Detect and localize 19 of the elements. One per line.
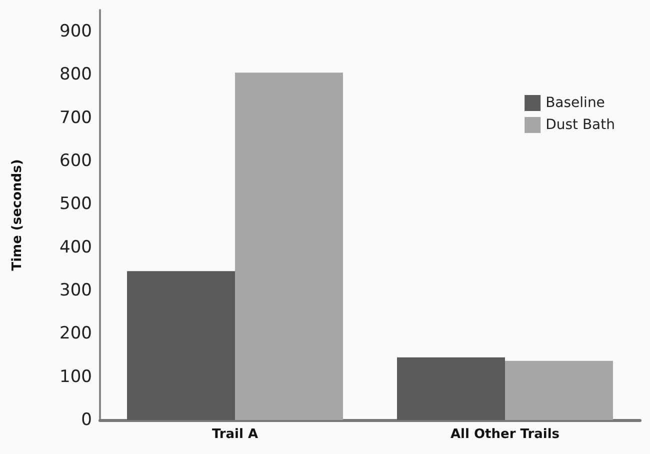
x-tick-label: Trail A bbox=[212, 427, 258, 442]
legend-label: Baseline bbox=[546, 95, 605, 111]
y-tick-label: 200 bbox=[60, 324, 92, 344]
y-tick-label: 900 bbox=[60, 22, 92, 42]
bar bbox=[505, 360, 613, 420]
y-tick-label: 500 bbox=[60, 194, 92, 214]
y-tick-label: 100 bbox=[60, 366, 92, 387]
y-tick-label: 600 bbox=[60, 151, 92, 172]
y-axis-title: Time (seconds) bbox=[10, 159, 25, 271]
bar bbox=[235, 72, 343, 420]
y-tick-label: 700 bbox=[60, 108, 92, 128]
x-tick-label: All Other Trails bbox=[450, 427, 560, 442]
bar bbox=[397, 357, 505, 420]
bar bbox=[127, 271, 235, 420]
y-tick-label: 0 bbox=[81, 410, 92, 430]
y-tick-label: 400 bbox=[60, 237, 92, 258]
y-tick-label: 800 bbox=[60, 64, 92, 85]
y-tick-label: 300 bbox=[60, 280, 92, 301]
legend-label: Dust Bath bbox=[546, 117, 616, 133]
